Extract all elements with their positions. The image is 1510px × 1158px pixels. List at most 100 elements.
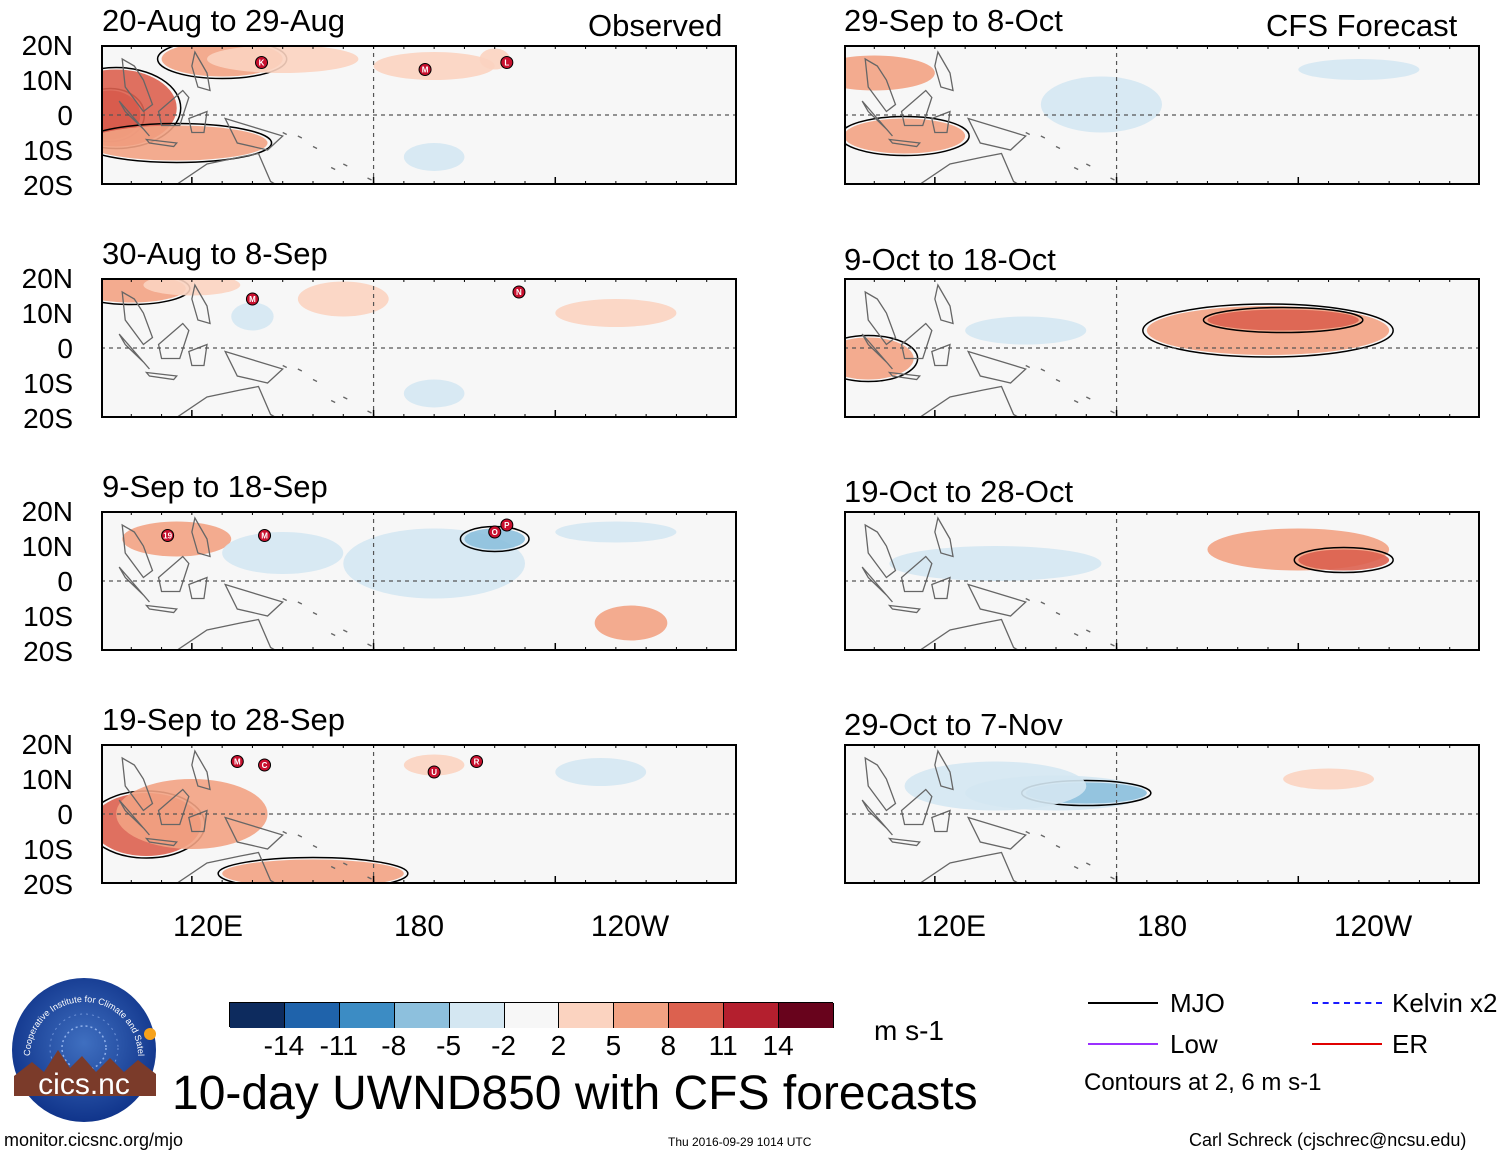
legend-mjo-label: MJO [1170,988,1225,1018]
mjo-contour [101,122,273,164]
coastline [864,290,897,346]
island [282,597,288,602]
coastline [191,50,211,92]
coastline [144,837,179,847]
y-tick-label: 0 [57,566,73,597]
panel-title-obs-3: 9-Sep to 18-Sep [102,469,328,504]
coastline [121,756,154,812]
x-tick-label-fc-180: 180 [1136,910,1188,943]
anomaly-region [231,302,274,331]
panel-title-fc-3: 19-Oct to 28-Oct [844,474,1074,509]
island [297,135,303,139]
coastline [900,322,933,360]
anomaly-region [1207,309,1359,331]
colorbar-tick-label: 11 [708,1030,738,1061]
coastline [174,385,278,418]
anomaly-region [1283,768,1374,790]
coastline [188,110,208,134]
y-tick-label: 10S [23,834,73,865]
island [1085,629,1091,633]
coastline [900,555,933,593]
coastline [934,50,954,92]
colorbar-segment [284,1003,340,1028]
coastline [861,566,893,603]
island [342,396,348,400]
storm-label: P [504,521,510,530]
coastline [191,516,211,558]
coastline [900,788,933,826]
storm-label: M [261,532,268,541]
island [1040,368,1046,372]
mjo-contour [1202,306,1364,334]
footer-url[interactable]: monitor.cicsnc.org/mjo [4,1130,184,1150]
anomaly-region [904,761,1087,811]
coastline [191,283,211,325]
map-panel-fc-4 [844,744,1480,884]
coastline [174,851,278,884]
colorbar-segment [669,1003,725,1028]
observed-header: Observed [588,8,723,43]
legend-mjo-line [1088,1002,1158,1004]
y-tick-label: 20S [23,170,73,201]
island [1085,163,1091,167]
island [1025,131,1031,136]
island [297,834,303,838]
coastline [191,749,211,791]
forecast-header: CFS Forecast [1266,8,1458,43]
anomaly-region [297,281,389,317]
logo-text: cics.nc [38,1068,130,1101]
contour-note: Contours at 2, 6 m s-1 [1084,1069,1322,1096]
anomaly-region [403,143,465,171]
island [282,131,288,136]
storm-label: K [259,59,265,68]
panel-frame [101,45,737,185]
island [342,163,348,167]
colorbar-segment [339,1003,395,1028]
y-tick-label: 10S [23,135,73,166]
map-svg [844,744,1480,884]
mjo-contour [217,856,409,884]
island [1110,177,1115,181]
coastline [917,152,1021,185]
footer-timestamp: Thu 2016-09-29 1014 UTC [668,1135,812,1149]
panel-title-fc-2: 9-Oct to 18-Oct [844,242,1056,277]
island [312,378,318,383]
storm-label: 19 [163,532,172,541]
island [1110,876,1115,880]
island [1055,145,1061,150]
coastline [931,343,951,367]
anomaly-region [143,278,241,296]
coastline [887,138,922,148]
island [282,830,288,835]
mjo-contour [844,115,970,157]
coastline [223,117,284,151]
coastline [118,566,150,603]
colorbar-segment [614,1003,670,1028]
chart-title: 10-day UWND850 with CFS forecasts [172,1067,978,1120]
coastline [223,583,284,617]
legend-kelvin-label: Kelvin x2 [1392,988,1498,1018]
y-tick-label: 0 [57,100,73,131]
storm-marker-U: U [427,765,441,779]
island [297,601,303,605]
colorbar-tick-label: -5 [436,1030,462,1061]
colorbar-segment [394,1003,450,1028]
y-tick-label: 20N [21,729,73,760]
map-svg [844,511,1480,651]
island [342,862,348,866]
coastline [188,343,208,367]
storm-marker-M: M [245,292,259,306]
island [312,844,318,849]
island [297,368,303,372]
map-svg: MN [101,278,737,418]
anomaly-region [122,521,232,557]
storm-marker-R: R [470,755,484,768]
island [1085,862,1091,866]
panel-frame [101,511,737,651]
island [1073,865,1079,870]
coastline [157,788,190,826]
anomaly-region [222,532,344,574]
coastline [917,851,1021,884]
panel-title-obs-4: 19-Sep to 28-Sep [102,702,346,737]
